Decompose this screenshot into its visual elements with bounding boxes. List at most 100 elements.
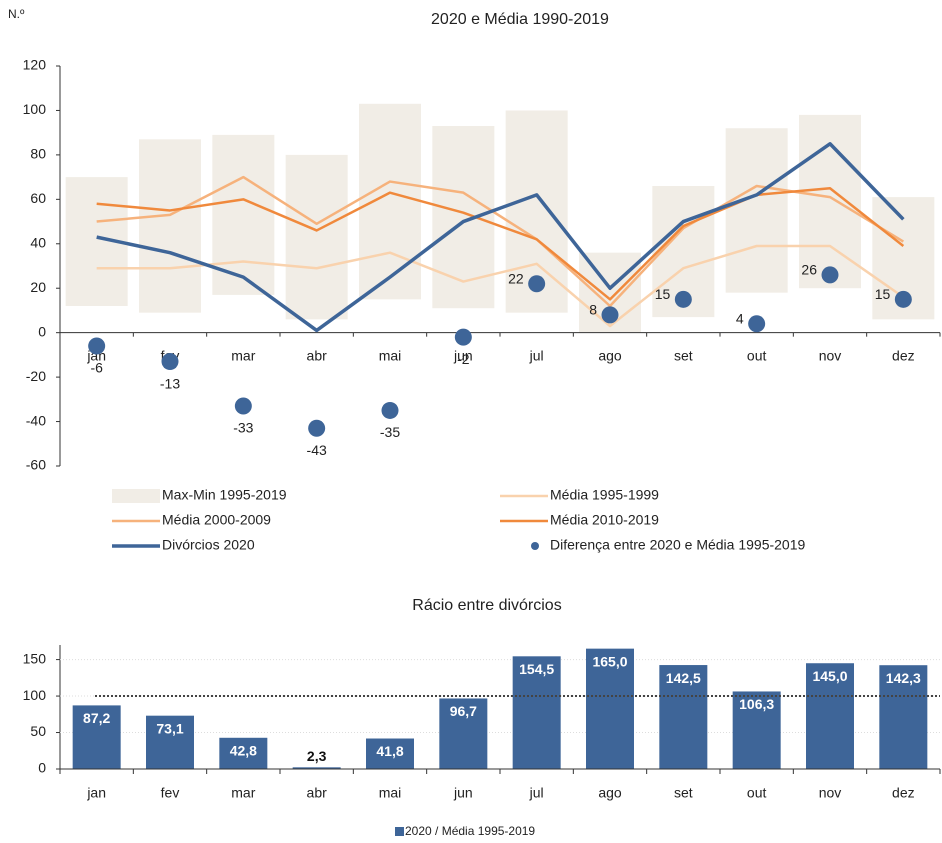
- dot: [528, 275, 546, 293]
- data-label: 87,2: [83, 710, 110, 726]
- data-label: 96,7: [450, 703, 477, 719]
- bar: [806, 663, 854, 769]
- data-label: 4: [736, 310, 744, 326]
- dot: [308, 419, 326, 437]
- dot: [748, 315, 766, 333]
- x-tick-label: mar: [231, 347, 255, 363]
- x-tick-label: abr: [307, 347, 328, 363]
- line: [96, 244, 905, 328]
- bar: [72, 705, 121, 769]
- y-tick-label: 120: [23, 57, 47, 73]
- x-tick-label: nov: [819, 347, 842, 363]
- legend-swatch: [395, 827, 404, 836]
- dot: [821, 266, 839, 284]
- y-tick-label: 60: [30, 190, 46, 206]
- dot: [381, 401, 399, 419]
- x-tick-label: set: [674, 347, 693, 363]
- dot: [161, 353, 179, 371]
- chart-title: Rácio entre divórcios: [412, 597, 561, 614]
- x-tick-label: jul: [529, 347, 544, 363]
- data-label: -35: [380, 424, 400, 440]
- x-tick-label: abr: [307, 785, 328, 801]
- x-tick-label: nov: [819, 785, 842, 801]
- data-label: 154,5: [519, 661, 554, 677]
- range-bar: [212, 134, 275, 295]
- data-label: 26: [801, 262, 817, 278]
- bar: [219, 737, 268, 769]
- legend-label: Divórcios 2020: [162, 537, 255, 553]
- range-bar: [725, 128, 788, 293]
- bar: [292, 767, 341, 769]
- bar: [366, 738, 414, 769]
- bar: [586, 648, 634, 769]
- x-tick-label: dez: [892, 785, 915, 801]
- x-tick-label: out: [747, 347, 767, 363]
- dot: [234, 397, 252, 415]
- range-bar: [432, 126, 495, 309]
- y-axis-label: N.º: [8, 7, 25, 21]
- x-tick-label: mar: [231, 785, 255, 801]
- data-label: 2,3: [307, 748, 327, 764]
- chart-title: 2020 e Média 1990-2019: [431, 11, 609, 28]
- x-tick-label: dez: [892, 347, 915, 363]
- legend-label: Média 2010-2019: [550, 512, 659, 528]
- data-label: -43: [307, 442, 327, 458]
- y-tick-label: -40: [26, 412, 46, 428]
- y-tick-label: 100: [23, 101, 47, 117]
- y-tick-label: 80: [30, 146, 46, 162]
- legend-swatch: [531, 542, 539, 550]
- y-tick-label: 100: [23, 687, 47, 703]
- bar: [512, 656, 561, 769]
- bar: [439, 698, 488, 769]
- legend-label: 2020 / Média 1995-2019: [405, 824, 535, 838]
- x-tick-label: jan: [86, 785, 106, 801]
- y-tick-label: -20: [26, 368, 46, 384]
- range-bar: [285, 154, 348, 320]
- x-tick-label: ago: [598, 785, 622, 801]
- data-label: -2: [457, 351, 470, 367]
- x-tick-label: ago: [598, 347, 622, 363]
- y-tick-label: 50: [30, 723, 46, 739]
- legend-swatch: [112, 489, 160, 503]
- data-label: 142,3: [886, 670, 921, 686]
- dot: [88, 337, 106, 355]
- data-label: -33: [233, 420, 253, 436]
- data-label: 142,5: [666, 670, 701, 686]
- x-tick-label: mai: [379, 785, 402, 801]
- data-label: 73,1: [156, 720, 183, 736]
- y-tick-label: 150: [23, 650, 47, 666]
- data-label: 22: [508, 270, 524, 286]
- data-label: 15: [655, 286, 671, 302]
- legend-label: Média 1995-1999: [550, 487, 659, 503]
- x-tick-label: mai: [379, 347, 402, 363]
- x-tick-label: jul: [529, 785, 544, 801]
- data-label: 8: [589, 302, 597, 318]
- bar: [146, 715, 194, 769]
- data-label: 165,0: [592, 653, 627, 669]
- y-tick-label: 0: [38, 323, 46, 339]
- data-label: -6: [90, 360, 103, 376]
- line: [96, 186, 905, 301]
- dot: [454, 328, 472, 346]
- dot: [894, 290, 912, 308]
- legend-label: Média 2000-2009: [162, 512, 271, 528]
- x-tick-label: set: [674, 785, 693, 801]
- dot: [601, 306, 619, 324]
- x-tick-label: jun: [453, 785, 473, 801]
- legend-label: Diferença entre 2020 e Média 1995-2019: [550, 537, 806, 553]
- legend-label: Max-Min 1995-2019: [162, 487, 287, 503]
- data-label: 145,0: [812, 668, 847, 684]
- x-tick-label: jun: [453, 347, 473, 363]
- data-label: 41,8: [376, 743, 403, 759]
- bar: [659, 665, 708, 769]
- line: [96, 142, 905, 333]
- bar: [732, 691, 781, 769]
- bar: [879, 665, 928, 769]
- y-tick-label: 0: [38, 760, 46, 776]
- data-label: -13: [160, 375, 180, 391]
- data-label: 15: [875, 286, 891, 302]
- y-tick-label: 20: [30, 279, 46, 295]
- data-label: 42,8: [230, 742, 257, 758]
- y-tick-label: 40: [30, 234, 46, 250]
